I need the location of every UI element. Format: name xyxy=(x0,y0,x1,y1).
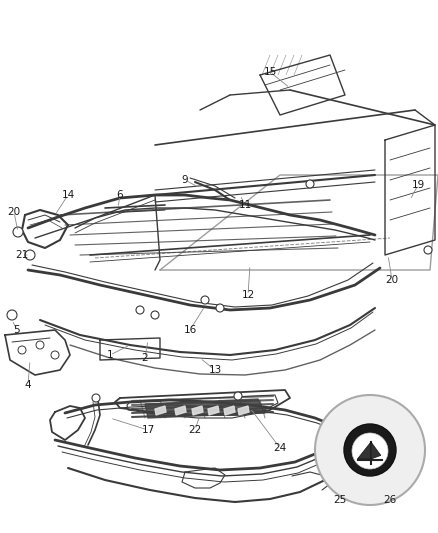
Text: 1: 1 xyxy=(107,350,113,360)
Text: 17: 17 xyxy=(141,425,155,435)
Polygon shape xyxy=(357,442,371,459)
Text: 22: 22 xyxy=(188,425,201,435)
Text: 15: 15 xyxy=(263,67,277,77)
Text: 9: 9 xyxy=(182,175,188,185)
Text: 20: 20 xyxy=(385,275,399,285)
Circle shape xyxy=(13,227,23,237)
Text: 13: 13 xyxy=(208,365,222,375)
Polygon shape xyxy=(145,399,265,418)
Text: 11: 11 xyxy=(238,200,251,210)
Circle shape xyxy=(25,250,35,260)
Circle shape xyxy=(7,310,17,320)
Circle shape xyxy=(136,306,144,314)
Text: 16: 16 xyxy=(184,325,197,335)
Text: 26: 26 xyxy=(383,495,397,505)
Circle shape xyxy=(92,394,100,402)
Circle shape xyxy=(315,395,425,505)
Circle shape xyxy=(36,341,44,349)
Text: 14: 14 xyxy=(61,190,74,200)
Circle shape xyxy=(306,180,314,188)
Text: 2: 2 xyxy=(141,353,148,363)
Circle shape xyxy=(234,392,242,400)
Circle shape xyxy=(18,346,26,354)
Circle shape xyxy=(216,304,224,312)
Text: 5: 5 xyxy=(14,325,20,335)
Text: 21: 21 xyxy=(15,250,28,260)
Text: 19: 19 xyxy=(411,180,424,190)
Text: 6: 6 xyxy=(117,190,124,200)
Text: 12: 12 xyxy=(241,290,254,300)
Polygon shape xyxy=(208,406,219,415)
Text: 20: 20 xyxy=(7,207,21,217)
Circle shape xyxy=(344,424,396,476)
Polygon shape xyxy=(224,406,235,415)
Polygon shape xyxy=(175,406,186,415)
Polygon shape xyxy=(192,406,203,415)
Polygon shape xyxy=(371,442,381,459)
Text: 4: 4 xyxy=(25,380,31,390)
Polygon shape xyxy=(238,406,249,415)
Circle shape xyxy=(51,351,59,359)
Polygon shape xyxy=(155,406,166,415)
Text: 25: 25 xyxy=(333,495,346,505)
Circle shape xyxy=(352,433,388,469)
Circle shape xyxy=(201,296,209,304)
Circle shape xyxy=(424,246,432,254)
Circle shape xyxy=(151,311,159,319)
Text: 24: 24 xyxy=(273,443,286,453)
